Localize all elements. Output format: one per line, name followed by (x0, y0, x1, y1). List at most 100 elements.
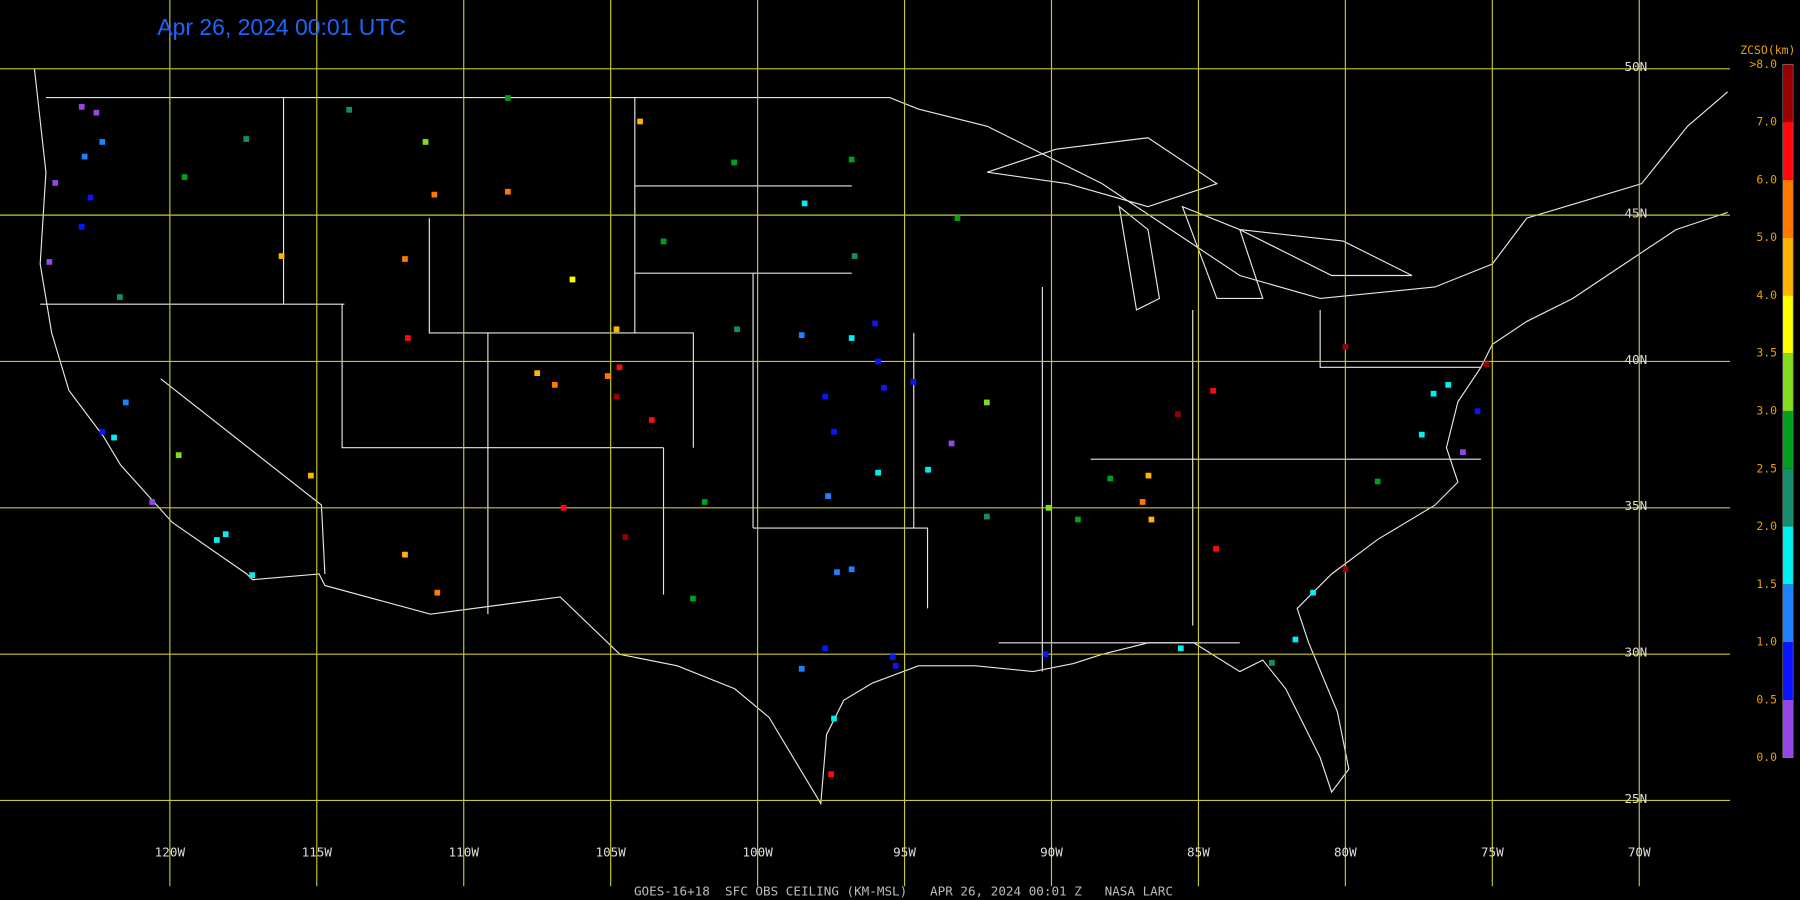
colorbar-band (1782, 642, 1794, 700)
lon-label: 70W (1628, 844, 1651, 859)
station (881, 384, 887, 391)
station (78, 223, 85, 230)
colorbar-band (1782, 237, 1794, 296)
station (405, 335, 411, 341)
colorbar-tick-label: 2.0 (1756, 519, 1777, 533)
station (1075, 516, 1081, 523)
station (1042, 651, 1049, 658)
station (801, 200, 808, 207)
station (243, 136, 250, 142)
colorbar-tick-label: 0.0 (1756, 750, 1777, 764)
colorbar-tick-label: 2.5 (1756, 461, 1777, 475)
station (948, 440, 955, 447)
lon-label: 75W (1481, 844, 1504, 859)
station (851, 253, 858, 259)
station (875, 358, 881, 365)
station (534, 370, 541, 377)
colorbar-tick-label: 5.0 (1756, 230, 1777, 244)
station (925, 466, 931, 473)
colorbar-band (1782, 410, 1794, 469)
colorbar-tick-label: 1.5 (1756, 577, 1777, 591)
stations (46, 95, 1490, 778)
station (848, 566, 855, 573)
station (122, 399, 129, 406)
station (1342, 343, 1349, 350)
station (910, 379, 917, 385)
title: Apr 26, 2024 00:01 UTC (157, 14, 406, 40)
station (249, 572, 256, 578)
colorbar: 0.0 0.5 1.0 1.5 2.0 2.5 3.0 3.5 4.0 5.0 6.0 7.0 >8.0… (1740, 43, 1795, 764)
station (1445, 382, 1452, 388)
station (701, 499, 708, 505)
station (875, 469, 881, 476)
station (1430, 390, 1437, 397)
station (690, 595, 696, 602)
station (434, 589, 441, 596)
colorbar-tick-label: 7.0 (1756, 115, 1777, 129)
station (834, 569, 840, 576)
lat-label: 40N (1624, 352, 1647, 367)
station (222, 531, 229, 538)
colorbar-tick-label: 0.5 (1756, 692, 1777, 706)
station (660, 238, 667, 245)
station (1139, 499, 1146, 505)
station (831, 428, 837, 435)
station (402, 551, 408, 558)
station (278, 253, 285, 259)
station (798, 665, 805, 672)
station (1342, 566, 1349, 573)
station (831, 715, 837, 722)
graticule: 120W 115W 110W 105W 100W 95W 90W 85W 80W 75W 70W 50… (0, 0, 1730, 887)
station (822, 393, 829, 400)
colorbar-tick-label: 3.5 (1756, 346, 1777, 360)
station (983, 513, 990, 520)
station (848, 156, 855, 163)
lon-label: 100W (742, 844, 773, 859)
lon-label: 115W (302, 844, 333, 859)
colorbar-band (1782, 122, 1794, 180)
station (828, 771, 834, 778)
lon-label: 95W (893, 844, 916, 859)
station (1148, 516, 1155, 523)
station (149, 499, 156, 505)
colorbar-top-label: >8.0 (1749, 57, 1777, 71)
station (1292, 636, 1299, 643)
station (1210, 387, 1216, 394)
station (1045, 504, 1052, 511)
lat-label: 25N (1624, 791, 1647, 806)
station (731, 159, 737, 166)
colorbar-band (1782, 584, 1794, 643)
station (308, 472, 314, 479)
lon-label: 90W (1040, 844, 1063, 859)
station (648, 417, 655, 423)
colorbar-band (1782, 468, 1794, 527)
station (117, 294, 123, 300)
colorbar-title: ZCSO(km) (1740, 43, 1795, 57)
lat-label: 45N (1624, 205, 1647, 220)
station (637, 118, 643, 125)
station (504, 95, 511, 101)
station (504, 188, 511, 195)
lat-label: 30N (1624, 644, 1647, 659)
station (1418, 431, 1425, 438)
station (1460, 449, 1466, 456)
station (622, 534, 629, 540)
lon-label: 80W (1334, 844, 1357, 859)
station (1174, 411, 1181, 418)
lat-label: 50N (1624, 59, 1647, 74)
station (1107, 475, 1114, 482)
station (431, 191, 438, 198)
colorbar-tick-label: 1.0 (1756, 635, 1777, 649)
northern-border (45, 91, 1729, 300)
colorbar-band (1782, 699, 1794, 758)
station (1374, 478, 1381, 485)
colorbar-tick-label: 4.0 (1756, 288, 1777, 302)
station (798, 332, 805, 338)
station (613, 326, 620, 333)
station (1177, 645, 1184, 652)
lon-label: 120W (155, 844, 186, 859)
lon-label: 105W (595, 844, 626, 859)
colorbar-band (1782, 353, 1794, 411)
station (822, 645, 829, 652)
